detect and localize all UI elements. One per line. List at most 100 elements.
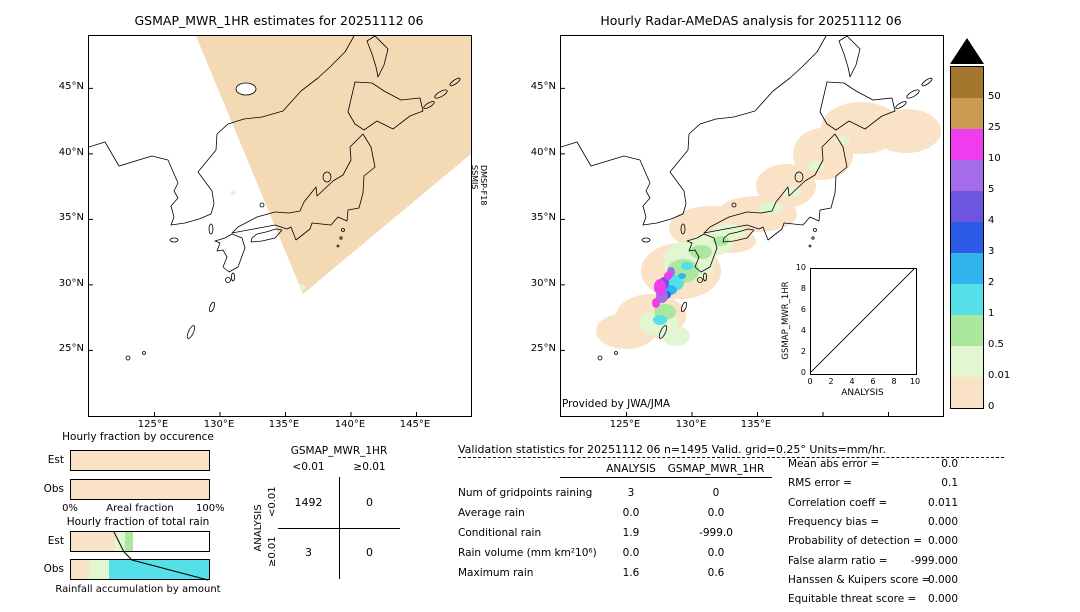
lon-label: 140°E (334, 419, 366, 430)
lat-label: 25°N (58, 343, 84, 354)
dashed-divider (458, 457, 1004, 458)
contingency-row-label: ≥0.01 (267, 536, 278, 567)
row-label-obs: Obs (43, 563, 64, 575)
inset-x-label: ANALYSIS (841, 388, 884, 398)
colorbar-band (951, 377, 983, 408)
rain-dot (230, 190, 236, 196)
colorbar-label: 0.01 (988, 370, 1011, 381)
cumulative-line (113, 531, 209, 581)
validation-value-gsmap: 0.0 (707, 507, 725, 519)
validation-value-gsmap: 0.0 (707, 547, 725, 559)
colorbar (950, 66, 984, 409)
axis-max-label: 100% (196, 503, 225, 514)
total-rain-caption: Rainfall accumulation by amount (55, 584, 221, 595)
stat-value: 0.0 (941, 458, 958, 470)
validation-row-label: Conditional rain (458, 527, 542, 539)
stat-value: -999.000 (910, 555, 958, 567)
row-label-est: Est (47, 454, 64, 466)
occurrence-chart-title: Hourly fraction by occurence (62, 431, 214, 443)
colorbar-label: 0 (988, 401, 995, 412)
stat-label: Mean abs error = (788, 458, 880, 470)
stat-label: False alarm ratio = (788, 555, 888, 567)
colorbar-label: 3 (988, 246, 995, 257)
stat-label: Correlation coeff = (788, 497, 888, 509)
contingency-col-label: <0.01 (292, 461, 325, 473)
inset-y-label: GSMAP_MWR_1HR (781, 281, 791, 360)
satellite-swath (196, 36, 471, 294)
island-outline (235, 82, 257, 96)
validation-value-gsmap: 0.6 (707, 567, 725, 579)
bar-segment (109, 560, 209, 579)
colorbar-label: 0.5 (988, 339, 1004, 350)
colorbar-label: 4 (988, 215, 995, 226)
sensor-instrument: SSMIS (470, 165, 479, 190)
bar-segment (125, 532, 133, 551)
stat-label: Hanssen & Kuipers score = (788, 574, 931, 586)
lat-label: 35°N (530, 212, 556, 223)
colorbar-over-arrow (950, 38, 984, 64)
lat-label: 40°N (530, 147, 556, 158)
lat-label: 45°N (58, 81, 84, 92)
right-map-panel (560, 35, 944, 417)
inset-diagonal (810, 268, 915, 373)
lat-label: 45°N (530, 81, 556, 92)
validation-value-analysis: 1.6 (622, 567, 640, 579)
validation-row-label: Num of gridpoints raining (458, 487, 593, 499)
colorbar-band (951, 284, 983, 315)
colorbar-band (951, 315, 983, 346)
stat-value: 0.000 (927, 535, 958, 547)
right-map-title: Hourly Radar-AMeDAS analysis for 2025111… (600, 13, 902, 28)
total-rain-bar-obs (70, 559, 210, 580)
colorbar-label: 50 (988, 91, 1001, 102)
lon-label: 135°E (268, 419, 300, 430)
validation-value-analysis: 3 (627, 487, 635, 499)
colorbar-band (951, 346, 983, 377)
left-map-title: GSMAP_MWR_1HR estimates for 20251112 06 (134, 13, 424, 28)
inset-scatter (810, 268, 917, 375)
validation-col-header: ANALYSIS (606, 463, 656, 475)
inset-x-tick: 6 (870, 377, 876, 386)
validation-value-gsmap: -999.0 (699, 527, 733, 539)
lon-label: 125°E (609, 419, 641, 430)
colorbar-band (951, 191, 983, 222)
axis-min-label: 0% (62, 503, 78, 514)
colorbar-label: 25 (988, 122, 1001, 133)
inset-x-tick: 2 (828, 377, 834, 386)
inset-x-tick: 4 (849, 377, 855, 386)
stat-value: 0.000 (927, 574, 958, 586)
stat-label: Frequency bias = (788, 516, 880, 528)
colorbar-band (951, 67, 983, 98)
lon-label: 145°E (399, 419, 431, 430)
bar-segment (115, 532, 125, 551)
lat-label: 40°N (58, 147, 84, 158)
row-label-obs: Obs (43, 483, 64, 495)
sensor-label: DMSP-F18 SSMIS (470, 165, 488, 205)
rain-dot (299, 284, 305, 290)
row-label-est: Est (47, 535, 64, 547)
axis-title: Areal fraction (106, 503, 174, 514)
left-map-panel (88, 35, 472, 417)
lon-label: 130°E (675, 419, 707, 430)
validation-value-analysis: 0.0 (622, 507, 640, 519)
left-map-svg (88, 35, 471, 417)
colorbar-band (951, 98, 983, 129)
colorbar-band (951, 129, 983, 160)
stat-value: 0.011 (927, 497, 958, 509)
occurrence-bar-obs (70, 479, 210, 500)
contingency-grid-hline (278, 528, 400, 529)
colorbar-band (951, 253, 983, 284)
inset-y-tick: 4 (800, 326, 806, 335)
inset-y-tick: 2 (800, 347, 806, 356)
lat-label: 35°N (58, 212, 84, 223)
stat-label: RMS error = (788, 477, 852, 489)
contingency-row-label: <0.01 (267, 486, 278, 517)
colorbar-label: 2 (988, 277, 995, 288)
validation-col-header: GSMAP_MWR_1HR (667, 463, 765, 475)
inset-x-tick: 8 (891, 377, 897, 386)
validation-title: Validation statistics for 20251112 06 n=… (458, 443, 886, 456)
stat-value: 0.1 (941, 477, 958, 489)
right-map-svg (560, 35, 941, 417)
validation-value-analysis: 1.9 (622, 527, 640, 539)
stat-value: 0.000 (927, 516, 958, 528)
stat-label: Equitable threat score = (788, 593, 917, 605)
